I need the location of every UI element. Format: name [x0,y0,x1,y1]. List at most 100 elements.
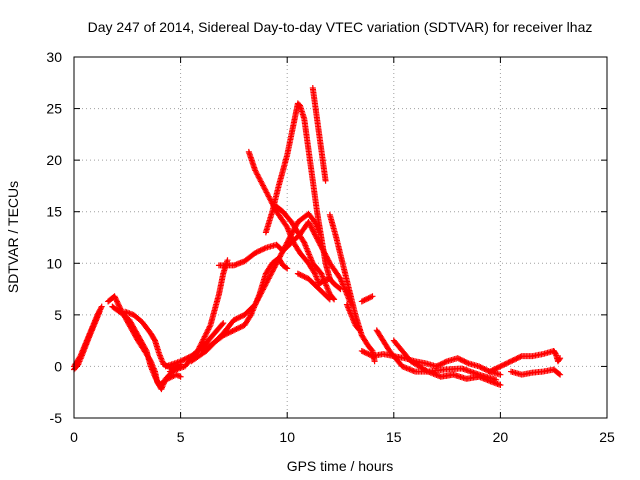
data-point [360,348,367,355]
series-arc-20 [373,327,504,388]
data-point [230,327,237,334]
series-arc-25 [550,347,564,365]
data-point [284,265,291,272]
data-point [229,327,236,334]
data-point [365,351,372,358]
data-point [490,366,497,373]
data-point [336,285,343,292]
x-tick-label: 0 [70,429,78,445]
data-point [177,358,184,365]
data-point [258,246,265,253]
data-point [112,294,119,301]
data-point [254,248,261,255]
data-point [486,368,493,375]
data-point [232,316,239,323]
data-point [230,317,237,324]
data-point [368,293,375,300]
data-point [493,365,500,372]
data-point [174,372,181,379]
data-point [355,326,362,333]
series-arc-18 [358,293,376,305]
y-tick-label: 30 [46,49,62,65]
x-tick-label: 10 [279,429,295,445]
data-point [454,355,461,362]
data-point [441,359,448,366]
data-point [493,376,500,383]
data-point [504,360,511,367]
data-point [500,362,507,369]
data-point [326,275,333,282]
data-point [294,270,301,277]
data-point [434,362,441,369]
series-arc-4 [109,303,184,388]
data-point [224,257,231,264]
data-point [461,358,468,365]
data-point [178,357,185,364]
data-point [298,272,305,279]
data-point [260,246,267,253]
data-point [113,297,120,304]
x-tick-label: 15 [386,429,402,445]
data-point [498,362,505,369]
data-point [442,358,449,365]
data-point [296,271,303,278]
data-point [219,321,226,328]
data-point [322,177,329,184]
y-tick-label: 15 [46,204,62,220]
series-arc-14 [309,84,329,184]
data-point [238,323,245,330]
data-point [462,359,469,366]
data-point [232,326,239,333]
data-point [502,360,509,367]
data-point [220,320,227,327]
data-point [302,274,309,281]
y-tick-label: 0 [54,358,62,374]
data-point [256,248,263,255]
data-point [301,273,308,280]
series-arc-6 [162,320,227,370]
data-point [366,294,373,301]
data-point [492,366,499,373]
data-point [234,315,241,322]
data-point [512,356,519,363]
data-point [494,364,501,371]
data-point [362,349,369,356]
data-point [237,313,244,320]
data-point [181,356,188,363]
data-point [481,366,488,373]
data-point [233,315,240,322]
data-point [361,349,368,356]
data-point [433,363,440,370]
chart-title: Day 247 of 2014, Sidereal Day-to-day VTE… [88,19,593,35]
series-arc-8 [215,219,355,308]
data-point [237,324,244,331]
data-point [114,298,121,305]
series-arc-16 [294,270,333,303]
data-point [98,304,105,311]
data-point [112,295,119,302]
data-point [484,367,491,374]
data-point [510,356,517,363]
data-point [497,363,504,370]
data-point [476,363,483,370]
data-point [513,355,520,362]
data-point [300,273,307,280]
series-arc-21 [390,337,500,383]
data-point [458,357,465,364]
data-point [457,356,464,363]
series-arc-12 [262,100,333,282]
series-arc-17 [343,301,363,334]
data-point [438,360,445,367]
data-point [261,245,268,252]
data-point [151,336,158,343]
data-point [234,325,241,332]
y-axis-label: SDTVAR / TECUs [5,181,21,293]
data-point [325,295,332,302]
data-point [114,299,121,306]
data-point [337,286,344,293]
x-axis-label: GPS time / hours [287,458,394,474]
data-point [364,350,371,357]
data-point [176,373,183,380]
series-arc-24 [508,366,564,378]
